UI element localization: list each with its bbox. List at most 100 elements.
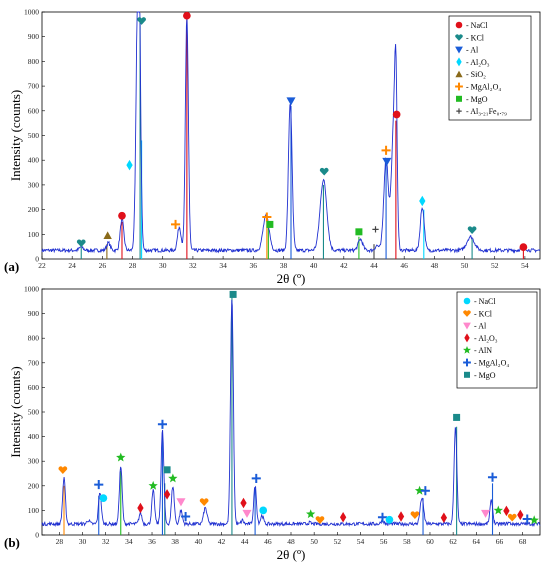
phase-marker-heart	[76, 239, 86, 248]
phase-marker-heart	[58, 466, 68, 475]
legend-symbol-square	[464, 371, 470, 378]
legend-symbol-plus	[463, 358, 471, 367]
phase-marker-heart	[315, 516, 325, 524]
legend-symbol-cross	[456, 108, 462, 114]
x-tick-label: 58	[403, 537, 411, 546]
phase-marker-star	[493, 505, 503, 515]
x-tick-label: 40	[310, 261, 318, 270]
legend-label: - KCl	[474, 309, 493, 318]
x-tick-label: 46	[264, 537, 272, 546]
legend-label: - NaCl	[474, 297, 496, 306]
phase-marker-diamond	[240, 497, 247, 509]
legend-symbol-heart	[455, 34, 463, 41]
xrd-pattern-line	[41, 11, 541, 254]
legend-label: - MgAl₂O₄	[466, 83, 501, 92]
x-tick-label: 40	[195, 537, 203, 546]
x-tick-label: 24	[68, 261, 76, 270]
phase-marker-plus	[251, 473, 261, 483]
x-tick-label: 32	[102, 537, 110, 546]
phase-marker-plus	[181, 512, 191, 522]
phase-marker-plus	[157, 419, 167, 429]
x-tick-label: 54	[521, 261, 529, 270]
phase-marker-star	[148, 480, 158, 490]
legend-box	[448, 15, 532, 121]
legend-symbol-circle	[463, 297, 471, 305]
x-axis-label: 2θ (º)	[277, 271, 306, 286]
y-axis-label: Intensity (counts)	[8, 366, 23, 457]
x-tick-label: 48	[431, 261, 439, 270]
legend-label: - KCl	[466, 33, 485, 42]
phase-marker-square	[163, 466, 171, 474]
phase-marker-heart	[467, 226, 477, 235]
phase-marker-plus	[420, 486, 430, 496]
x-tick-label: 62	[449, 537, 457, 546]
x-tick-label: 30	[159, 261, 167, 270]
y-tick-label: 800	[28, 334, 40, 343]
x-tick-label: 34	[219, 261, 227, 270]
phase-marker-diamond	[163, 489, 171, 500]
x-tick-label: 60	[426, 537, 434, 546]
phase-marker-plus	[262, 212, 272, 222]
legend-symbol-diamond	[456, 57, 462, 67]
phase-marker-plus	[94, 480, 104, 490]
phase-marker-plus	[171, 219, 181, 229]
y-tick-label: 300	[28, 457, 40, 466]
phase-marker-heart	[137, 17, 146, 25]
phase-marker-heart	[507, 513, 517, 522]
phase-marker-diamond	[137, 502, 144, 514]
legend-box	[456, 291, 538, 389]
y-tick-label: 500	[28, 408, 40, 417]
x-tick-label: 36	[148, 537, 156, 546]
legend-label: - Al₂O₃	[474, 334, 498, 343]
y-tick-label: 0	[35, 255, 39, 264]
y-axis-label: Intensity (counts)	[8, 90, 23, 181]
x-tick-label: 42	[218, 537, 226, 546]
x-axis-label: 2θ (º)	[277, 547, 306, 562]
x-tick-label: 46	[400, 261, 408, 270]
x-tick-label: 66	[496, 537, 504, 546]
phase-marker-triangle-down	[481, 509, 491, 518]
legend-symbol-diamond	[464, 333, 470, 343]
phase-marker-heart	[199, 498, 209, 506]
panel-a: 0 100 200 300 400 500 600 700 800 900 1000 22 24 26 28…	[4, 8, 541, 286]
y-tick-label: 100	[28, 230, 40, 239]
phase-marker-square	[453, 413, 461, 421]
y-tick-label: 100	[28, 506, 40, 515]
legend-label: - MgO	[466, 95, 488, 104]
y-tick-label: 1000	[24, 285, 39, 294]
legend-label: - MgAl₂O₄	[474, 359, 509, 368]
phase-marker-triangle-down	[382, 157, 392, 166]
y-tick-label: 400	[28, 432, 40, 441]
x-tick-label: 28	[129, 261, 137, 270]
phase-marker-heart	[410, 511, 420, 520]
phase-marker-diamond	[440, 512, 448, 524]
legend-symbol-triangle-down	[463, 322, 471, 330]
phase-marker-triangle-down	[242, 509, 252, 518]
y-tick-label: 200	[28, 481, 40, 490]
phase-marker-square	[229, 290, 237, 298]
x-tick-label: 28	[56, 537, 64, 546]
x-tick-label: 42	[340, 261, 348, 270]
x-tick-label: 50	[310, 537, 318, 546]
legend-label: - SiO₂	[466, 70, 486, 79]
phase-marker-star	[529, 515, 539, 525]
y-tick-label: 200	[28, 205, 40, 214]
x-tick-label: 32	[189, 261, 197, 270]
phase-marker-diamond	[397, 511, 405, 522]
x-tick-label: 34	[125, 537, 133, 546]
y-tick-label: 300	[28, 180, 40, 189]
y-tick-label: 900	[28, 309, 40, 318]
legend-label: - MgO	[474, 371, 496, 380]
phase-marker-plus	[381, 145, 391, 155]
legend-symbol-star	[463, 346, 471, 354]
x-tick-label: 44	[370, 261, 378, 270]
phase-marker-circle	[99, 494, 108, 502]
phase-marker-star	[414, 485, 425, 495]
x-tick-label: 68	[519, 537, 527, 546]
legend-symbol-heart	[463, 310, 471, 317]
y-tick-label: 700	[28, 82, 40, 91]
phase-marker-circle	[118, 211, 126, 220]
legend-symbol-square	[456, 95, 462, 102]
panel-b: 0 100 200 300 400 500 600 700 800 900 1000 28 30 32 34…	[4, 285, 541, 562]
